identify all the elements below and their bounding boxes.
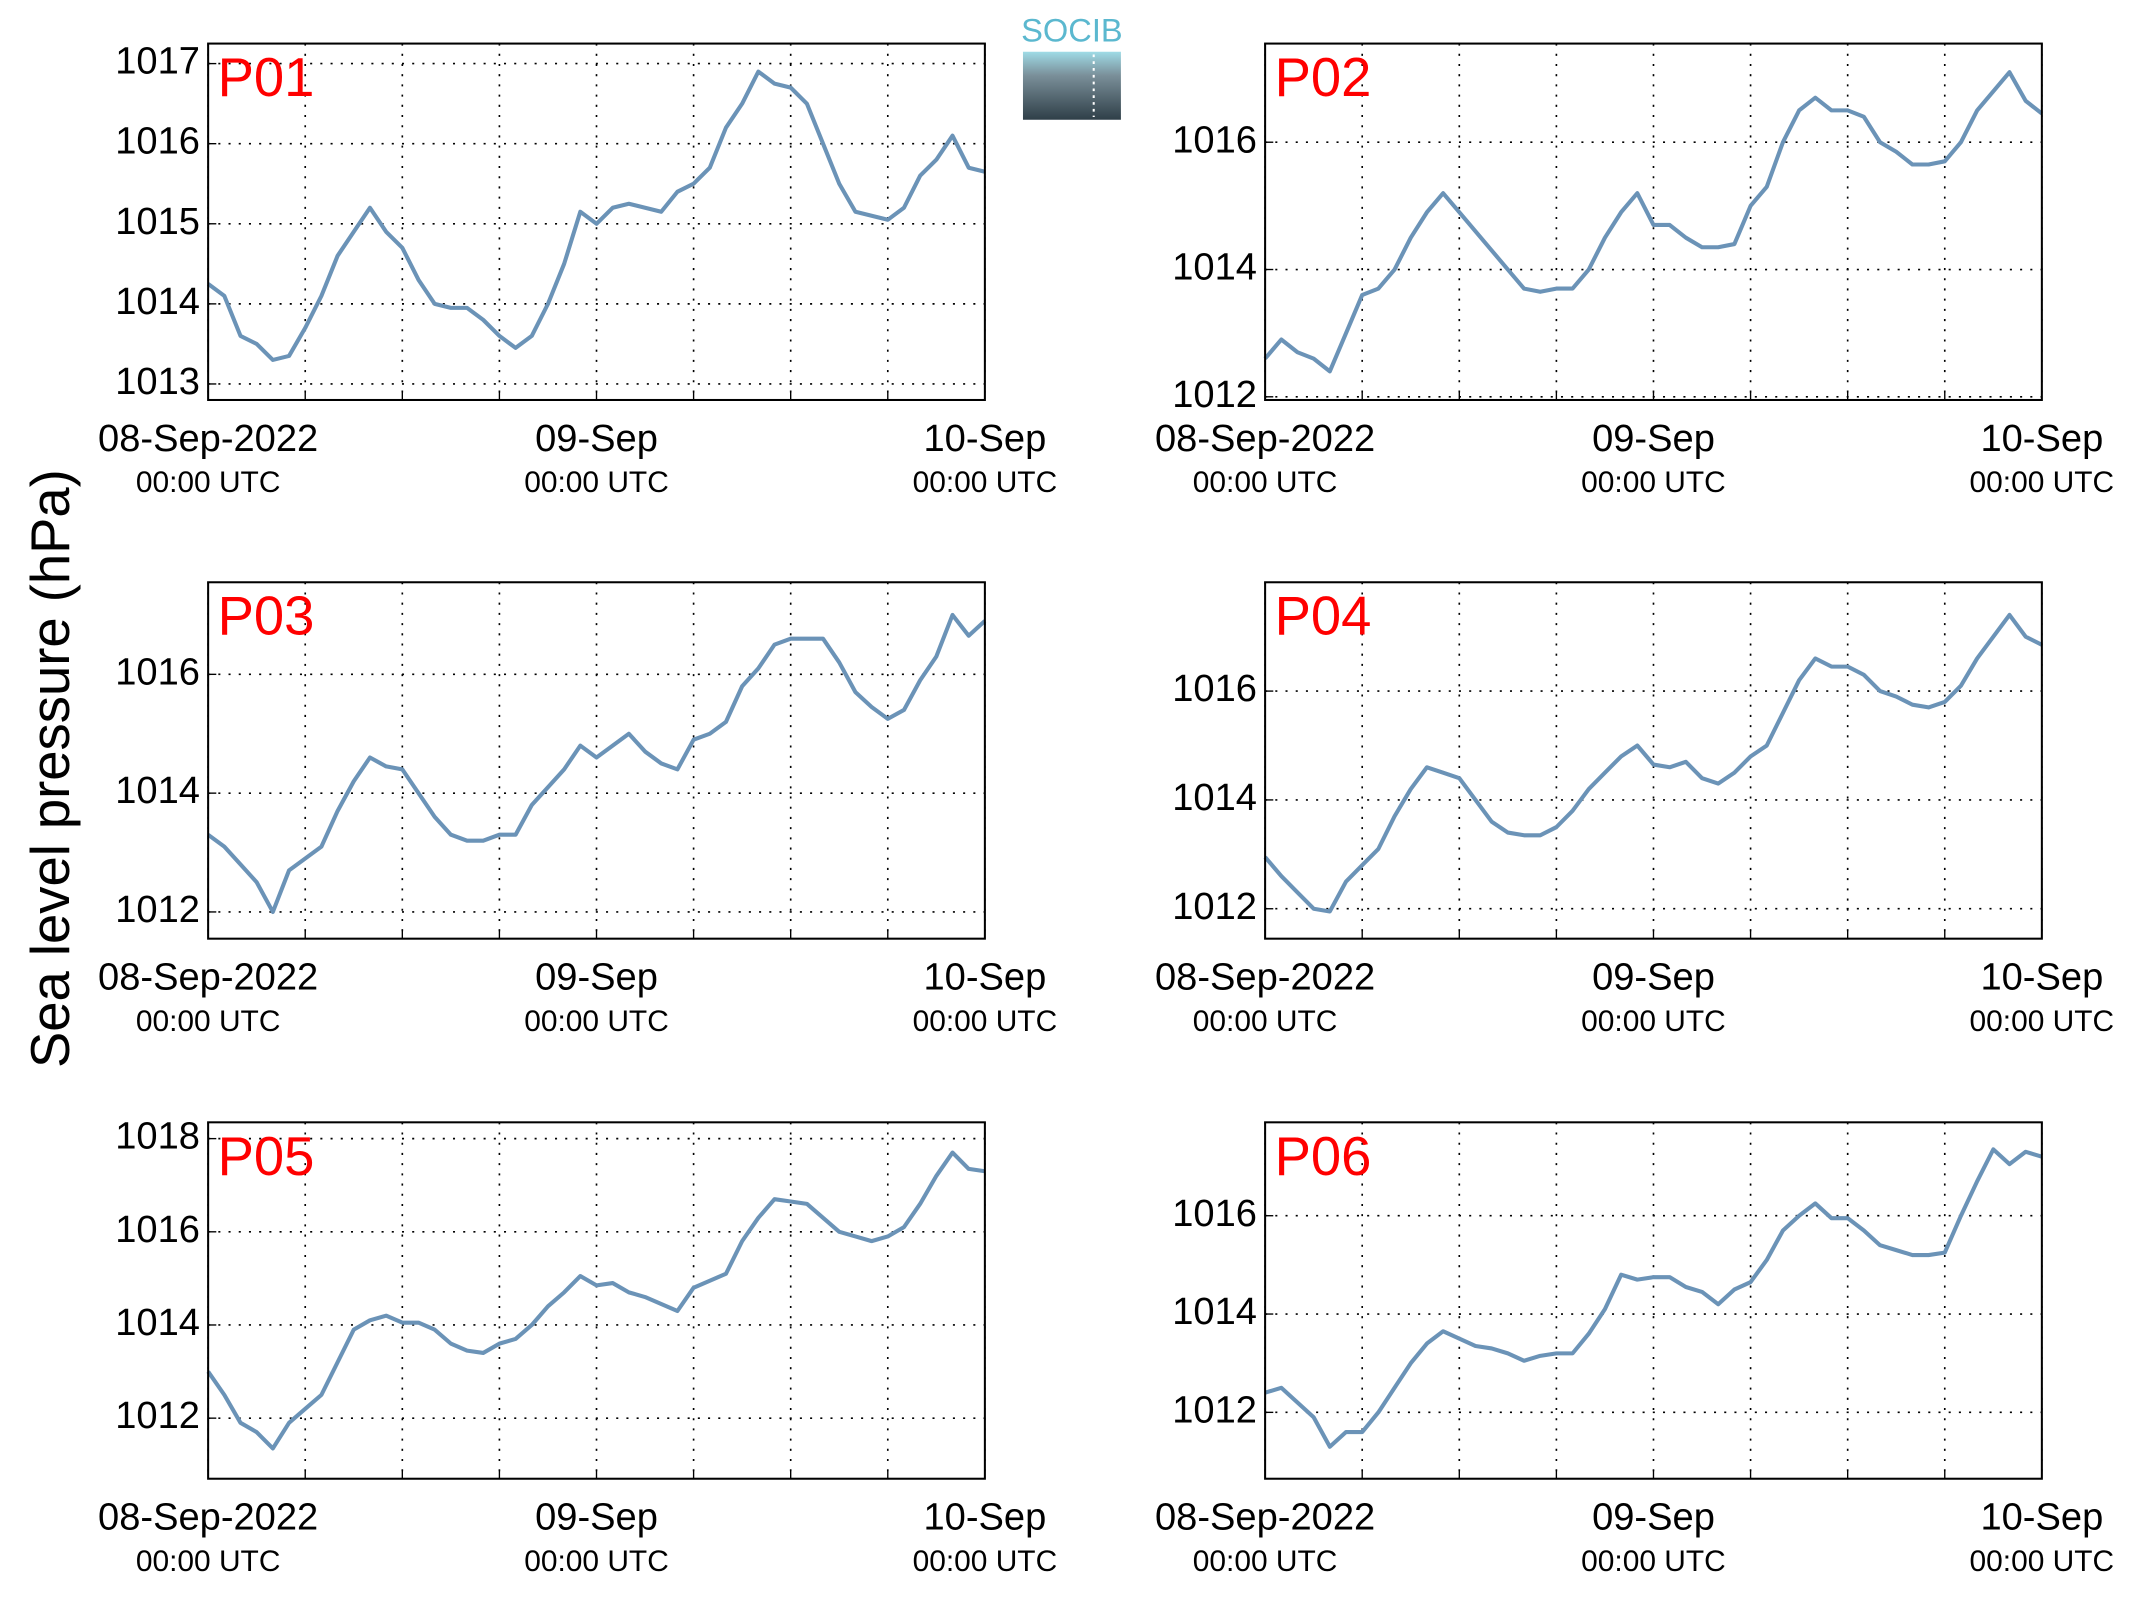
plot-frame (1264, 1121, 2043, 1480)
x-tick-sublabel: 00:00 UTC (524, 466, 669, 499)
x-tick-label: 08-Sep-2022 (1155, 418, 1375, 460)
y-tick-label: 1017 (115, 41, 200, 83)
y-tick-label: 1016 (1172, 119, 1257, 161)
x-tick-sublabel: 00:00 UTC (913, 1005, 1058, 1038)
panel: 08-Sep-2022 00:00 UTC 09-Sep 00:00 UTC 10-Se… (1155, 581, 2115, 1038)
plot-area (208, 582, 985, 939)
series-line (1264, 1147, 2043, 1449)
x-tick-label: 08-Sep-2022 (1155, 957, 1375, 999)
x-tick-label: 10-Sep (1980, 1497, 2103, 1539)
x-tick-label: 09-Sep (535, 1497, 658, 1539)
x-tick-sublabel: 00:00 UTC (913, 466, 1058, 499)
y-tick-label: 1014 (115, 1302, 200, 1344)
series-line (206, 69, 986, 362)
y-tick-label: 1016 (115, 651, 200, 693)
series-line (206, 612, 987, 914)
x-tick-sublabel: 00:00 UTC (136, 466, 281, 499)
plot-frame (1264, 42, 2043, 402)
y-tick-label: 1016 (1172, 1193, 1257, 1235)
x-tick-label: 08-Sep-2022 (98, 418, 318, 460)
x-tick-label: 09-Sep (1592, 418, 1715, 460)
panel: 08-Sep-2022 00:00 UTC 09-Sep 00:00 UTC 10-Se… (98, 41, 1057, 500)
logo-text: SOCIB (1021, 11, 1123, 48)
y-tick-label: 1016 (115, 1209, 200, 1251)
plot-frame (207, 1121, 986, 1480)
x-tick-sublabel: 00:00 UTC (136, 1545, 281, 1578)
x-tick-label: 10-Sep (923, 418, 1046, 460)
panel-title: P01 (218, 47, 315, 108)
x-tick-sublabel: 00:00 UTC (1581, 466, 1726, 499)
x-tick-sublabel: 00:00 UTC (136, 1005, 281, 1038)
panel: 08-Sep-2022 00:00 UTC 09-Sep 00:00 UTC 10-Se… (98, 581, 1058, 1038)
y-tick-label: 1013 (115, 361, 200, 403)
y-tick-label: 1018 (115, 1116, 200, 1158)
panel-title: P06 (1275, 1126, 1372, 1187)
x-tick-sublabel: 00:00 UTC (1193, 1545, 1338, 1578)
panel-title: P05 (218, 1126, 315, 1187)
series-line (1263, 612, 2043, 914)
x-tick-sublabel: 00:00 UTC (913, 1545, 1058, 1578)
x-tick-label: 10-Sep (1980, 957, 2103, 999)
plot-area (208, 1122, 985, 1479)
x-tick-label: 09-Sep (535, 418, 658, 460)
x-tick-label: 08-Sep-2022 (98, 1497, 318, 1539)
y-tick-label: 1012 (1172, 374, 1257, 416)
panel-title: P03 (218, 586, 315, 647)
y-tick-label: 1014 (115, 281, 200, 323)
y-tick-label: 1014 (1172, 247, 1257, 289)
y-tick-label: 1014 (115, 770, 200, 812)
y-tick-label: 1014 (1172, 1291, 1257, 1333)
series-line (206, 1150, 986, 1451)
x-tick-label: 08-Sep-2022 (98, 957, 318, 999)
x-tick-sublabel: 00:00 UTC (1970, 1545, 2115, 1578)
panel: 08-Sep-2022 00:00 UTC 09-Sep 00:00 UTC 10-Se… (1155, 42, 2115, 499)
plot-area (1265, 1122, 2042, 1479)
logo-block (1022, 51, 1121, 120)
plot-area (1265, 582, 2042, 939)
x-tick-sublabel: 00:00 UTC (1581, 1545, 1726, 1578)
logo: SOCIB (1021, 11, 1123, 120)
x-tick-label: 10-Sep (923, 957, 1046, 999)
x-tick-sublabel: 00:00 UTC (1193, 1005, 1338, 1038)
y-tick-label: 1014 (1172, 777, 1257, 819)
y-tick-label: 1016 (115, 121, 200, 163)
panel: 08-Sep-2022 00:00 UTC 09-Sep 00:00 UTC 10-Se… (98, 1116, 1057, 1578)
x-tick-sublabel: 00:00 UTC (524, 1545, 669, 1578)
x-tick-label: 09-Sep (1592, 1497, 1715, 1539)
plot-frame (207, 581, 986, 940)
x-tick-sublabel: 00:00 UTC (1581, 1005, 1726, 1038)
plot-frame (1264, 581, 2043, 940)
y-tick-label: 1012 (1172, 1389, 1257, 1431)
panel-title: P02 (1275, 47, 1372, 108)
y-axis-label: Sea level pressure (hPa) (20, 469, 81, 1068)
x-tick-sublabel: 00:00 UTC (1970, 1005, 2115, 1038)
series-line (1263, 70, 2044, 374)
panel-title: P04 (1275, 586, 1372, 647)
x-tick-sublabel: 00:00 UTC (524, 1005, 669, 1038)
x-tick-label: 08-Sep-2022 (1155, 1497, 1375, 1539)
x-tick-label: 10-Sep (1980, 418, 2103, 460)
plot-frame (207, 42, 986, 402)
x-tick-label: 09-Sep (1592, 957, 1715, 999)
x-tick-label: 09-Sep (535, 957, 658, 999)
y-tick-label: 1012 (1172, 886, 1257, 928)
panel: 08-Sep-2022 00:00 UTC 09-Sep 00:00 UTC 10-Se… (1155, 1121, 2115, 1578)
y-tick-label: 1015 (115, 201, 200, 243)
y-tick-label: 1016 (1172, 668, 1257, 710)
x-tick-sublabel: 00:00 UTC (1193, 466, 1338, 499)
y-tick-label: 1012 (115, 1395, 200, 1437)
y-tick-label: 1012 (115, 889, 200, 931)
x-tick-sublabel: 00:00 UTC (1970, 466, 2115, 499)
x-tick-label: 10-Sep (923, 1497, 1046, 1539)
